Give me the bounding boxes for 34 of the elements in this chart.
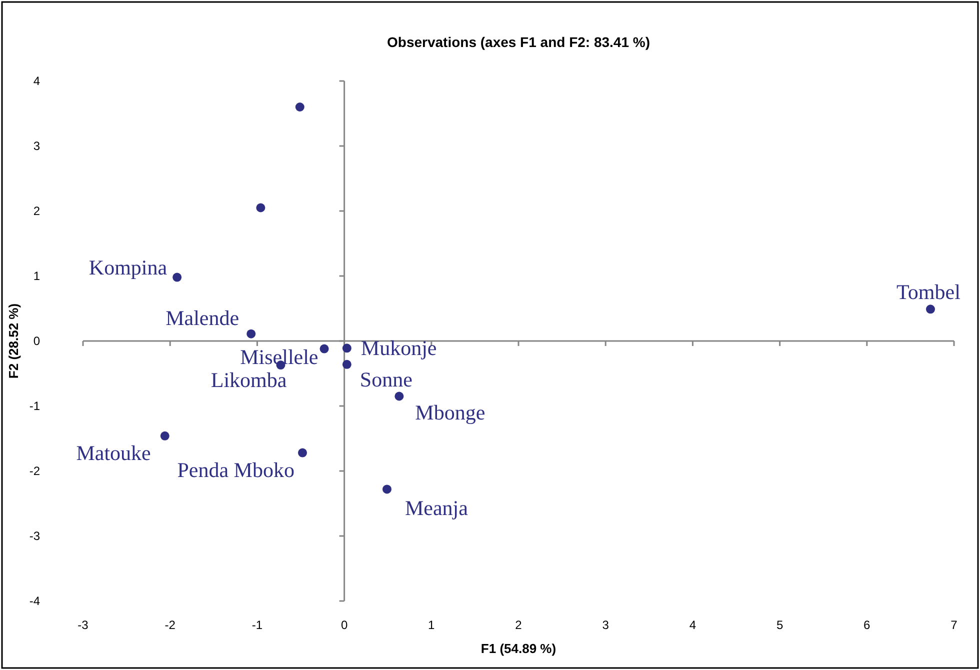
annotation: Misellele — [240, 344, 318, 369]
chart-title: Observations (axes F1 and F2: 83.41 %) — [387, 34, 650, 50]
x-tick-label: 7 — [950, 618, 958, 632]
x-tick-label: -1 — [252, 618, 263, 632]
x-tick-label: 0 — [340, 618, 348, 632]
y-tick-label: 4 — [33, 74, 40, 88]
y-tick-label: 3 — [33, 139, 40, 153]
x-tick-label: 4 — [689, 618, 696, 632]
annotation: Mukonje — [360, 336, 437, 360]
x-tick-label: 2 — [515, 618, 522, 632]
x-tick-label: -2 — [164, 618, 176, 632]
annotation: Mbonge — [415, 400, 486, 424]
x-tick-label: 1 — [428, 618, 436, 632]
annotation: Malende — [166, 306, 240, 330]
annotation: Sonne — [360, 367, 412, 392]
y-tick-label: 2 — [33, 204, 40, 218]
x-tick-label: -3 — [78, 618, 89, 632]
x-axis-title: F1 (54.89 %) — [480, 641, 556, 656]
annotation: Kompina — [88, 255, 168, 280]
annotation: Likomba — [210, 368, 288, 392]
y-tick-label: -3 — [29, 529, 40, 543]
annotation: Meanja — [404, 496, 469, 520]
y-tick-label: -4 — [29, 594, 40, 608]
annotation: Tombel — [896, 280, 961, 304]
y-tick-label: -1 — [29, 399, 40, 413]
x-tick-label: 6 — [864, 618, 871, 632]
annotation: Penda Mboko — [177, 458, 294, 482]
y-tick-label: -2 — [29, 464, 40, 478]
y-tick-label: 0 — [33, 334, 40, 348]
y-tick-label: 1 — [33, 269, 40, 283]
x-tick-label: 5 — [776, 618, 784, 632]
y-axis-title: F2 (28.52 %) — [6, 303, 21, 379]
annotation: Matouke — [76, 440, 151, 465]
x-tick-label: 3 — [602, 618, 610, 632]
